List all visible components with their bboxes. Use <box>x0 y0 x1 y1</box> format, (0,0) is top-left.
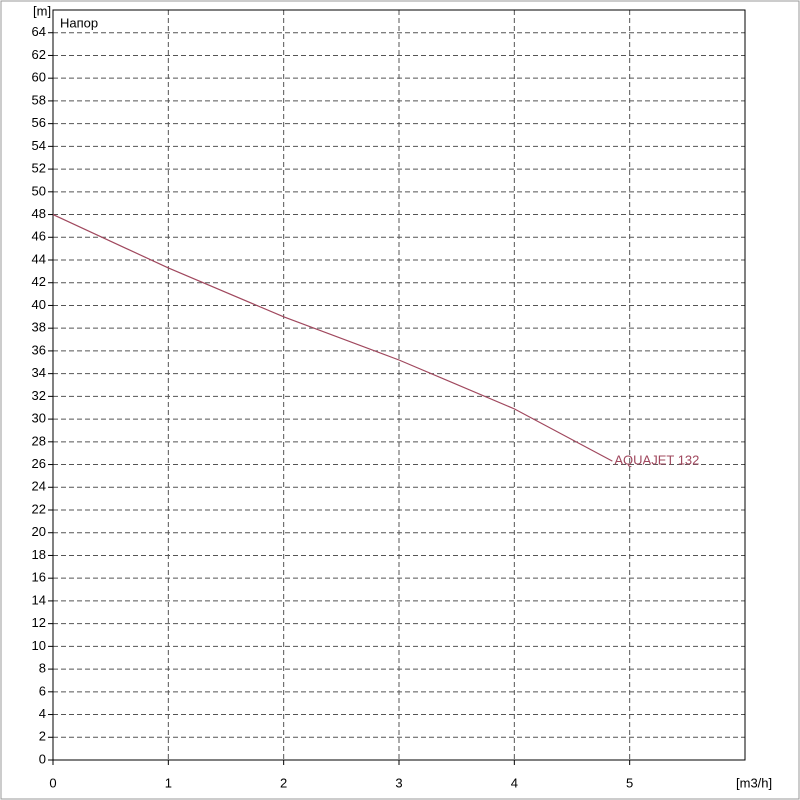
y-tick-label: 54 <box>32 138 46 153</box>
y-axis-label: [m] <box>33 3 51 18</box>
y-tick-label: 36 <box>32 342 46 357</box>
x-tick-label: 0 <box>49 775 56 790</box>
y-tick-label: 34 <box>32 365 46 380</box>
y-tick-label: 28 <box>32 433 46 448</box>
chart-title: Напор <box>60 15 98 30</box>
y-tick-label: 64 <box>32 24 46 39</box>
y-tick-label: 58 <box>32 92 46 107</box>
y-tick-label: 52 <box>32 161 46 176</box>
y-tick-label: 22 <box>32 501 46 516</box>
y-tick-label: 24 <box>32 479 46 494</box>
x-tick-label: 4 <box>511 775 518 790</box>
y-tick-label: 6 <box>39 683 46 698</box>
y-tick-label: 20 <box>32 524 46 539</box>
y-tick-label: 32 <box>32 388 46 403</box>
y-tick-label: 40 <box>32 297 46 312</box>
x-tick-label: 1 <box>165 775 172 790</box>
y-tick-label: 42 <box>32 274 46 289</box>
y-tick-label: 10 <box>32 638 46 653</box>
y-tick-label: 4 <box>39 706 46 721</box>
y-tick-label: 26 <box>32 456 46 471</box>
y-tick-label: 2 <box>39 729 46 744</box>
y-tick-label: 18 <box>32 547 46 562</box>
y-tick-label: 30 <box>32 411 46 426</box>
series-line <box>52 214 613 462</box>
x-tick-label: 2 <box>280 775 287 790</box>
x-tick-label: 5 <box>626 775 633 790</box>
y-tick-label: 16 <box>32 570 46 585</box>
y-tick-label: 44 <box>32 251 46 266</box>
y-tick-label: 46 <box>32 229 46 244</box>
y-tick-label: 14 <box>32 592 46 607</box>
y-tick-label: 62 <box>32 47 46 62</box>
y-tick-label: 56 <box>32 115 46 130</box>
y-tick-label: 48 <box>32 206 46 221</box>
y-tick-label: 50 <box>32 183 46 198</box>
y-tick-label: 0 <box>39 751 46 766</box>
y-tick-label: 38 <box>32 320 46 335</box>
y-tick-label: 8 <box>39 661 46 676</box>
y-tick-label: 12 <box>32 615 46 630</box>
plot-border <box>52 9 746 761</box>
series-label: AQUAJET 132 <box>614 453 699 468</box>
x-tick-label: 3 <box>395 775 402 790</box>
y-tick-label: 60 <box>32 70 46 85</box>
x-axis-label: [m3/h] <box>736 775 772 790</box>
